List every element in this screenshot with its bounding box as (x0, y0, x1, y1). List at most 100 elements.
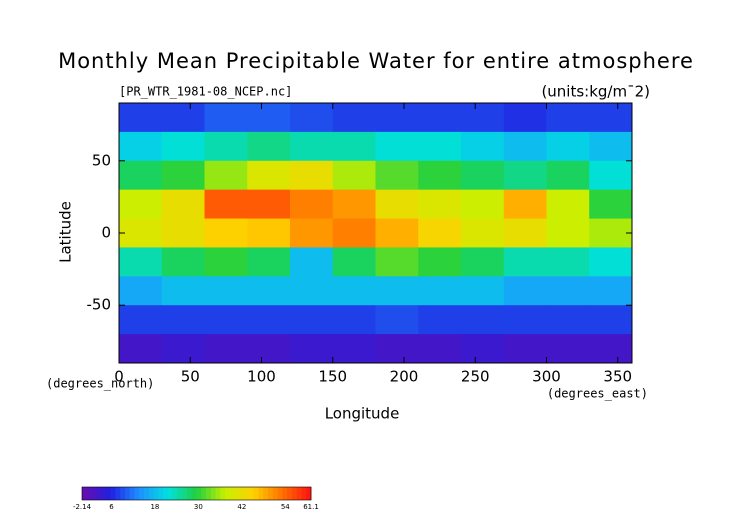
colorbar-swatch (301, 487, 307, 500)
colorbar-swatch (287, 487, 293, 500)
heat-cell (204, 247, 248, 277)
colorbar-swatch (263, 487, 269, 500)
colorbar-swatch (144, 487, 150, 500)
heat-cell (546, 103, 590, 133)
heat-cell (247, 305, 291, 335)
colorbar-swatch (239, 487, 245, 500)
colorbar-label: 30 (194, 503, 203, 511)
x-tick-label: 200 (390, 368, 419, 386)
y-axis-label: Latitude (57, 201, 75, 263)
heat-cell (119, 218, 163, 248)
colorbar-swatch (248, 487, 255, 500)
heat-cell (290, 189, 334, 220)
x-tick-label: 50 (181, 368, 200, 386)
colorbar-swatch (229, 487, 236, 500)
heat-cell (546, 334, 590, 364)
heat-cell (332, 131, 376, 162)
heat-cell (461, 131, 505, 162)
heat-cell (503, 160, 547, 191)
heat-cell (332, 103, 376, 133)
colorbar-swatch (191, 487, 197, 500)
heat-cell (204, 276, 248, 306)
colorbar-swatch (177, 487, 183, 500)
heat-cell (332, 218, 376, 248)
heat-cell (503, 189, 547, 220)
heat-cell (418, 305, 462, 335)
heat-cell (589, 276, 633, 306)
heat-cell (119, 131, 163, 162)
heat-cell (503, 131, 547, 162)
heat-cell (161, 189, 205, 220)
heat-cell (589, 247, 633, 277)
heat-cell (461, 218, 505, 248)
colorbar-frame (81, 486, 312, 501)
x-axis-label: Longitude (325, 405, 400, 423)
colorbar-swatch (163, 487, 169, 500)
colorbar-swatch (210, 487, 216, 500)
colorbar-swatch (272, 487, 279, 500)
colorbar-swatch (167, 487, 174, 500)
colorbar-label: -2.14 (73, 503, 92, 511)
colorbar-swatch (105, 487, 112, 500)
colorbar-swatch (196, 487, 202, 500)
colorbar-swatch (158, 487, 164, 500)
heat-cell (418, 276, 462, 306)
x-unit: (degrees_east) (547, 387, 648, 401)
heat-cell (161, 160, 205, 191)
heat-cell (247, 131, 291, 162)
heat-cell (375, 131, 419, 162)
colorbar-label: 54 (281, 503, 290, 511)
heat-cell (119, 103, 163, 133)
heat-cell (119, 189, 163, 220)
colorbar-swatch (96, 487, 102, 500)
heat-cell (546, 247, 590, 277)
heat-cell (418, 247, 462, 277)
colorbar-swatch (220, 487, 226, 500)
subtitle: [PR_WTR_1981-08_NCEP.nc] (119, 85, 292, 99)
x-tick-label: 250 (461, 368, 490, 386)
heat-cell (546, 189, 590, 220)
heat-cell (503, 103, 547, 133)
heat-cell (332, 189, 376, 220)
colorbar-swatch (306, 487, 312, 500)
heat-cell (461, 247, 505, 277)
chart-title: Monthly Mean Precipitable Water for enti… (58, 49, 694, 73)
colorbar-swatch (148, 487, 154, 500)
heat-cell (418, 160, 462, 191)
heat-cell (546, 160, 590, 191)
heat-cell (418, 103, 462, 133)
heat-cell (119, 276, 163, 306)
heat-cell (204, 160, 248, 191)
heat-cell (290, 131, 334, 162)
x-tick-label: 150 (318, 368, 347, 386)
heat-cell (375, 218, 419, 248)
colorbar-swatch (82, 487, 88, 500)
heat-cell (332, 247, 376, 277)
heat-cell (119, 160, 163, 191)
colorbar-swatch (258, 487, 264, 500)
colorbar-swatch (86, 487, 92, 500)
heat-cell (418, 218, 462, 248)
heat-cell (204, 305, 248, 335)
heat-cell (461, 334, 505, 364)
colorbar-swatch (115, 487, 121, 500)
heat-cell (461, 189, 505, 220)
heat-cell (503, 334, 547, 364)
heat-cell (503, 276, 547, 306)
heat-cell (461, 160, 505, 191)
heat-cell (589, 103, 633, 133)
colorbar-swatch (120, 487, 126, 500)
heat-cell (461, 276, 505, 306)
heat-cell (503, 247, 547, 277)
heat-cell (461, 305, 505, 335)
colorbar-swatch (268, 487, 274, 500)
y-tick-label: -50 (87, 296, 112, 314)
y-unit: (degrees_north) (46, 377, 154, 391)
x-tick-label: 0 (114, 368, 124, 386)
colorbar-swatch (129, 487, 135, 500)
heat-cell (290, 218, 334, 248)
heat-cell (161, 334, 205, 364)
heat-cell (546, 305, 590, 335)
colorbar-swatch (282, 487, 288, 500)
heat-cell (161, 103, 205, 133)
